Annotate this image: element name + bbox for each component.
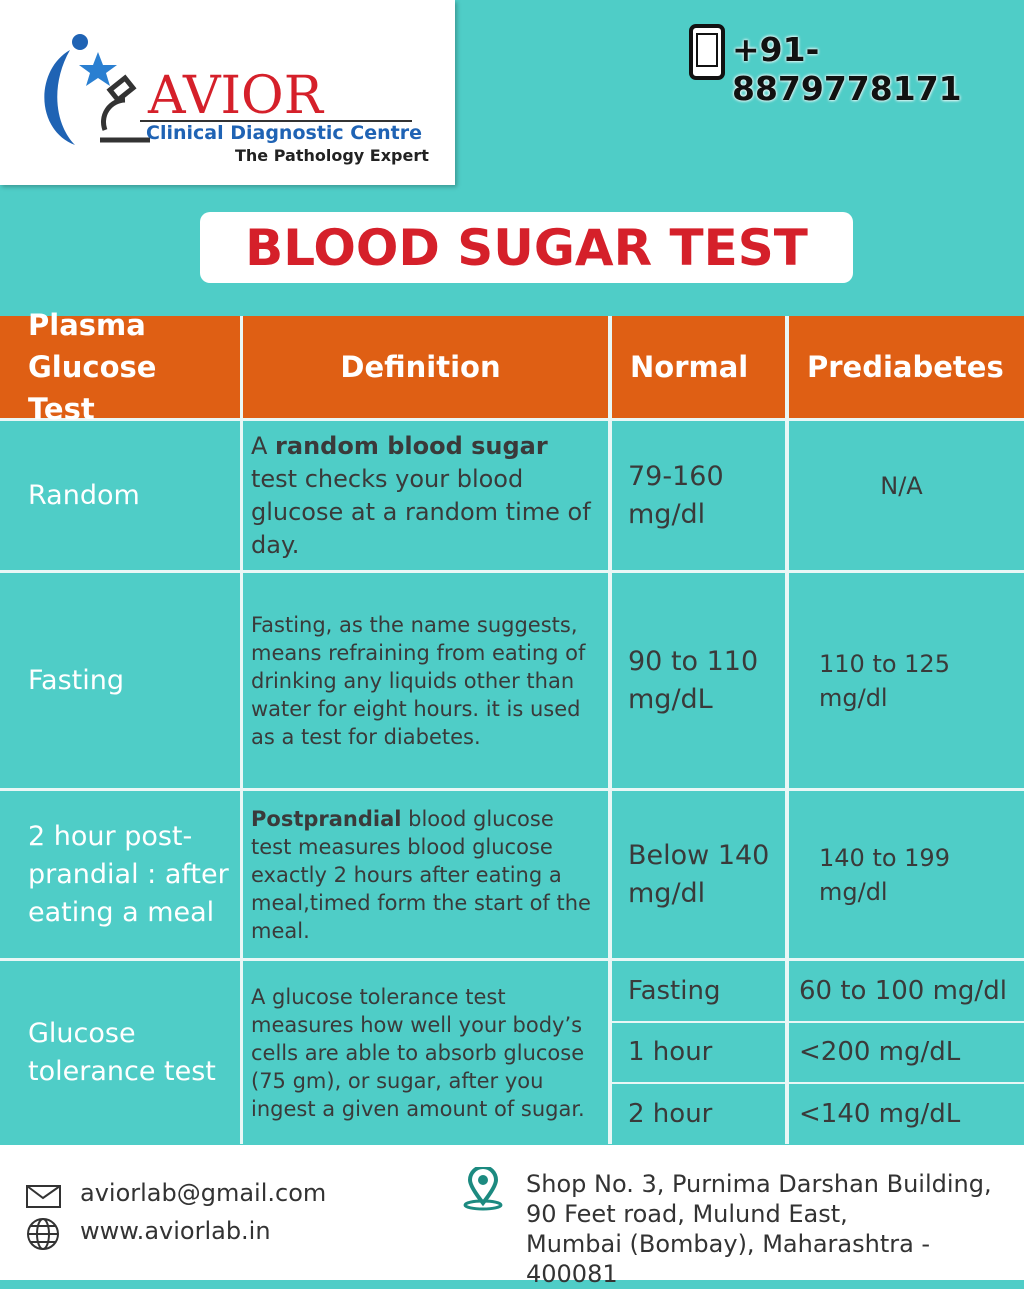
test-name: Random xyxy=(0,421,240,570)
test-name: Glucose tolerance test xyxy=(0,961,240,1144)
logo-box: AVIOR Clinical Diagnostic Centre The Pat… xyxy=(0,0,455,185)
prediabetes-value: <140 mg/dL xyxy=(789,1084,1024,1144)
definition-part: Fasting, as the name suggests, means ref… xyxy=(251,612,586,749)
definition-part: A glucose tolerance test measures how we… xyxy=(251,984,585,1121)
location-icon xyxy=(463,1167,503,1211)
normal-value: Fasting xyxy=(612,961,785,1021)
test-name: Fasting xyxy=(0,573,240,788)
email: aviorlab@gmail.com xyxy=(80,1179,327,1207)
logo-subtitle: Clinical Diagnostic Centre xyxy=(146,122,422,144)
prediabetes-value: 60 to 100 mg/dl xyxy=(789,961,1024,1021)
footer: aviorlab@gmail.com www.aviorlab.in Shop … xyxy=(0,1145,1024,1288)
address-line: 90 Feet road, Mulund East, xyxy=(526,1200,848,1228)
logo-tagline: The Pathology Expert xyxy=(235,146,429,165)
title: BLOOD SUGAR TEST xyxy=(245,218,808,277)
web-icon xyxy=(27,1218,59,1250)
definition: Fasting, as the name suggests, means ref… xyxy=(243,573,608,788)
prediabetes-value: <200 mg/dL xyxy=(789,1022,1024,1083)
normal-value: 1 hour xyxy=(612,1022,785,1083)
definition-text: Fasting, as the name suggests, means ref… xyxy=(251,611,598,751)
prediabetes-value: 140 to 199 mg/dl xyxy=(789,791,1024,958)
column-header: Definition xyxy=(243,316,608,418)
title-box: BLOOD SUGAR TEST xyxy=(200,212,853,283)
website: www.aviorlab.in xyxy=(80,1217,271,1245)
definition-bold: Postprandial xyxy=(251,806,402,831)
definition: Postprandial blood glucose test measures… xyxy=(243,791,608,958)
normal-value: Below 140 mg/dl xyxy=(612,791,785,958)
column-header: Prediabetes xyxy=(789,316,1024,418)
address-line: Mumbai (Bombay), Maharashtra - 400081 xyxy=(526,1230,931,1288)
prediabetes-value: N/A xyxy=(789,421,1024,570)
definition: A random blood sugar test checks your bl… xyxy=(243,421,608,570)
column-header: Normal xyxy=(612,316,785,418)
column-header: Plasma Glucose Test xyxy=(0,308,240,426)
address: Shop No. 3, Purnima Darshan Building, 90 … xyxy=(526,1169,1024,1289)
definition-bold: random blood sugar xyxy=(275,431,548,460)
normal-value: 2 hour xyxy=(612,1084,785,1144)
prediabetes-value: 110 to 125 mg/dl xyxy=(789,573,1024,788)
definition: A glucose tolerance test measures how we… xyxy=(243,961,608,1144)
logo-rule xyxy=(140,120,412,122)
normal-value: 79-160 mg/dl xyxy=(612,421,785,570)
test-name: 2 hour post-prandial : after eating a me… xyxy=(0,791,240,958)
definition-part: blood glucose test measures blood glucos… xyxy=(251,806,591,943)
phone-icon xyxy=(689,24,725,80)
normal-value: 90 to 110 mg/dL xyxy=(612,573,785,788)
logo-name: AVIOR xyxy=(148,66,323,126)
definition-part: test checks your blood glucose at a rand… xyxy=(251,464,591,559)
definition-part: A xyxy=(251,431,276,460)
email-icon xyxy=(26,1185,61,1208)
logo-icon xyxy=(44,34,150,145)
definition-text: A glucose tolerance test measures how we… xyxy=(251,983,598,1123)
table: Plasma Glucose Test Definition Normal Predi… xyxy=(0,308,1024,1144)
definition-text: A random blood sugar test checks your bl… xyxy=(251,430,598,562)
phone: +91-8879778171 xyxy=(732,30,962,108)
address-line: Shop No. 3, Purnima Darshan Building, xyxy=(526,1170,992,1198)
definition-text: Postprandial blood glucose test measures… xyxy=(251,805,598,945)
